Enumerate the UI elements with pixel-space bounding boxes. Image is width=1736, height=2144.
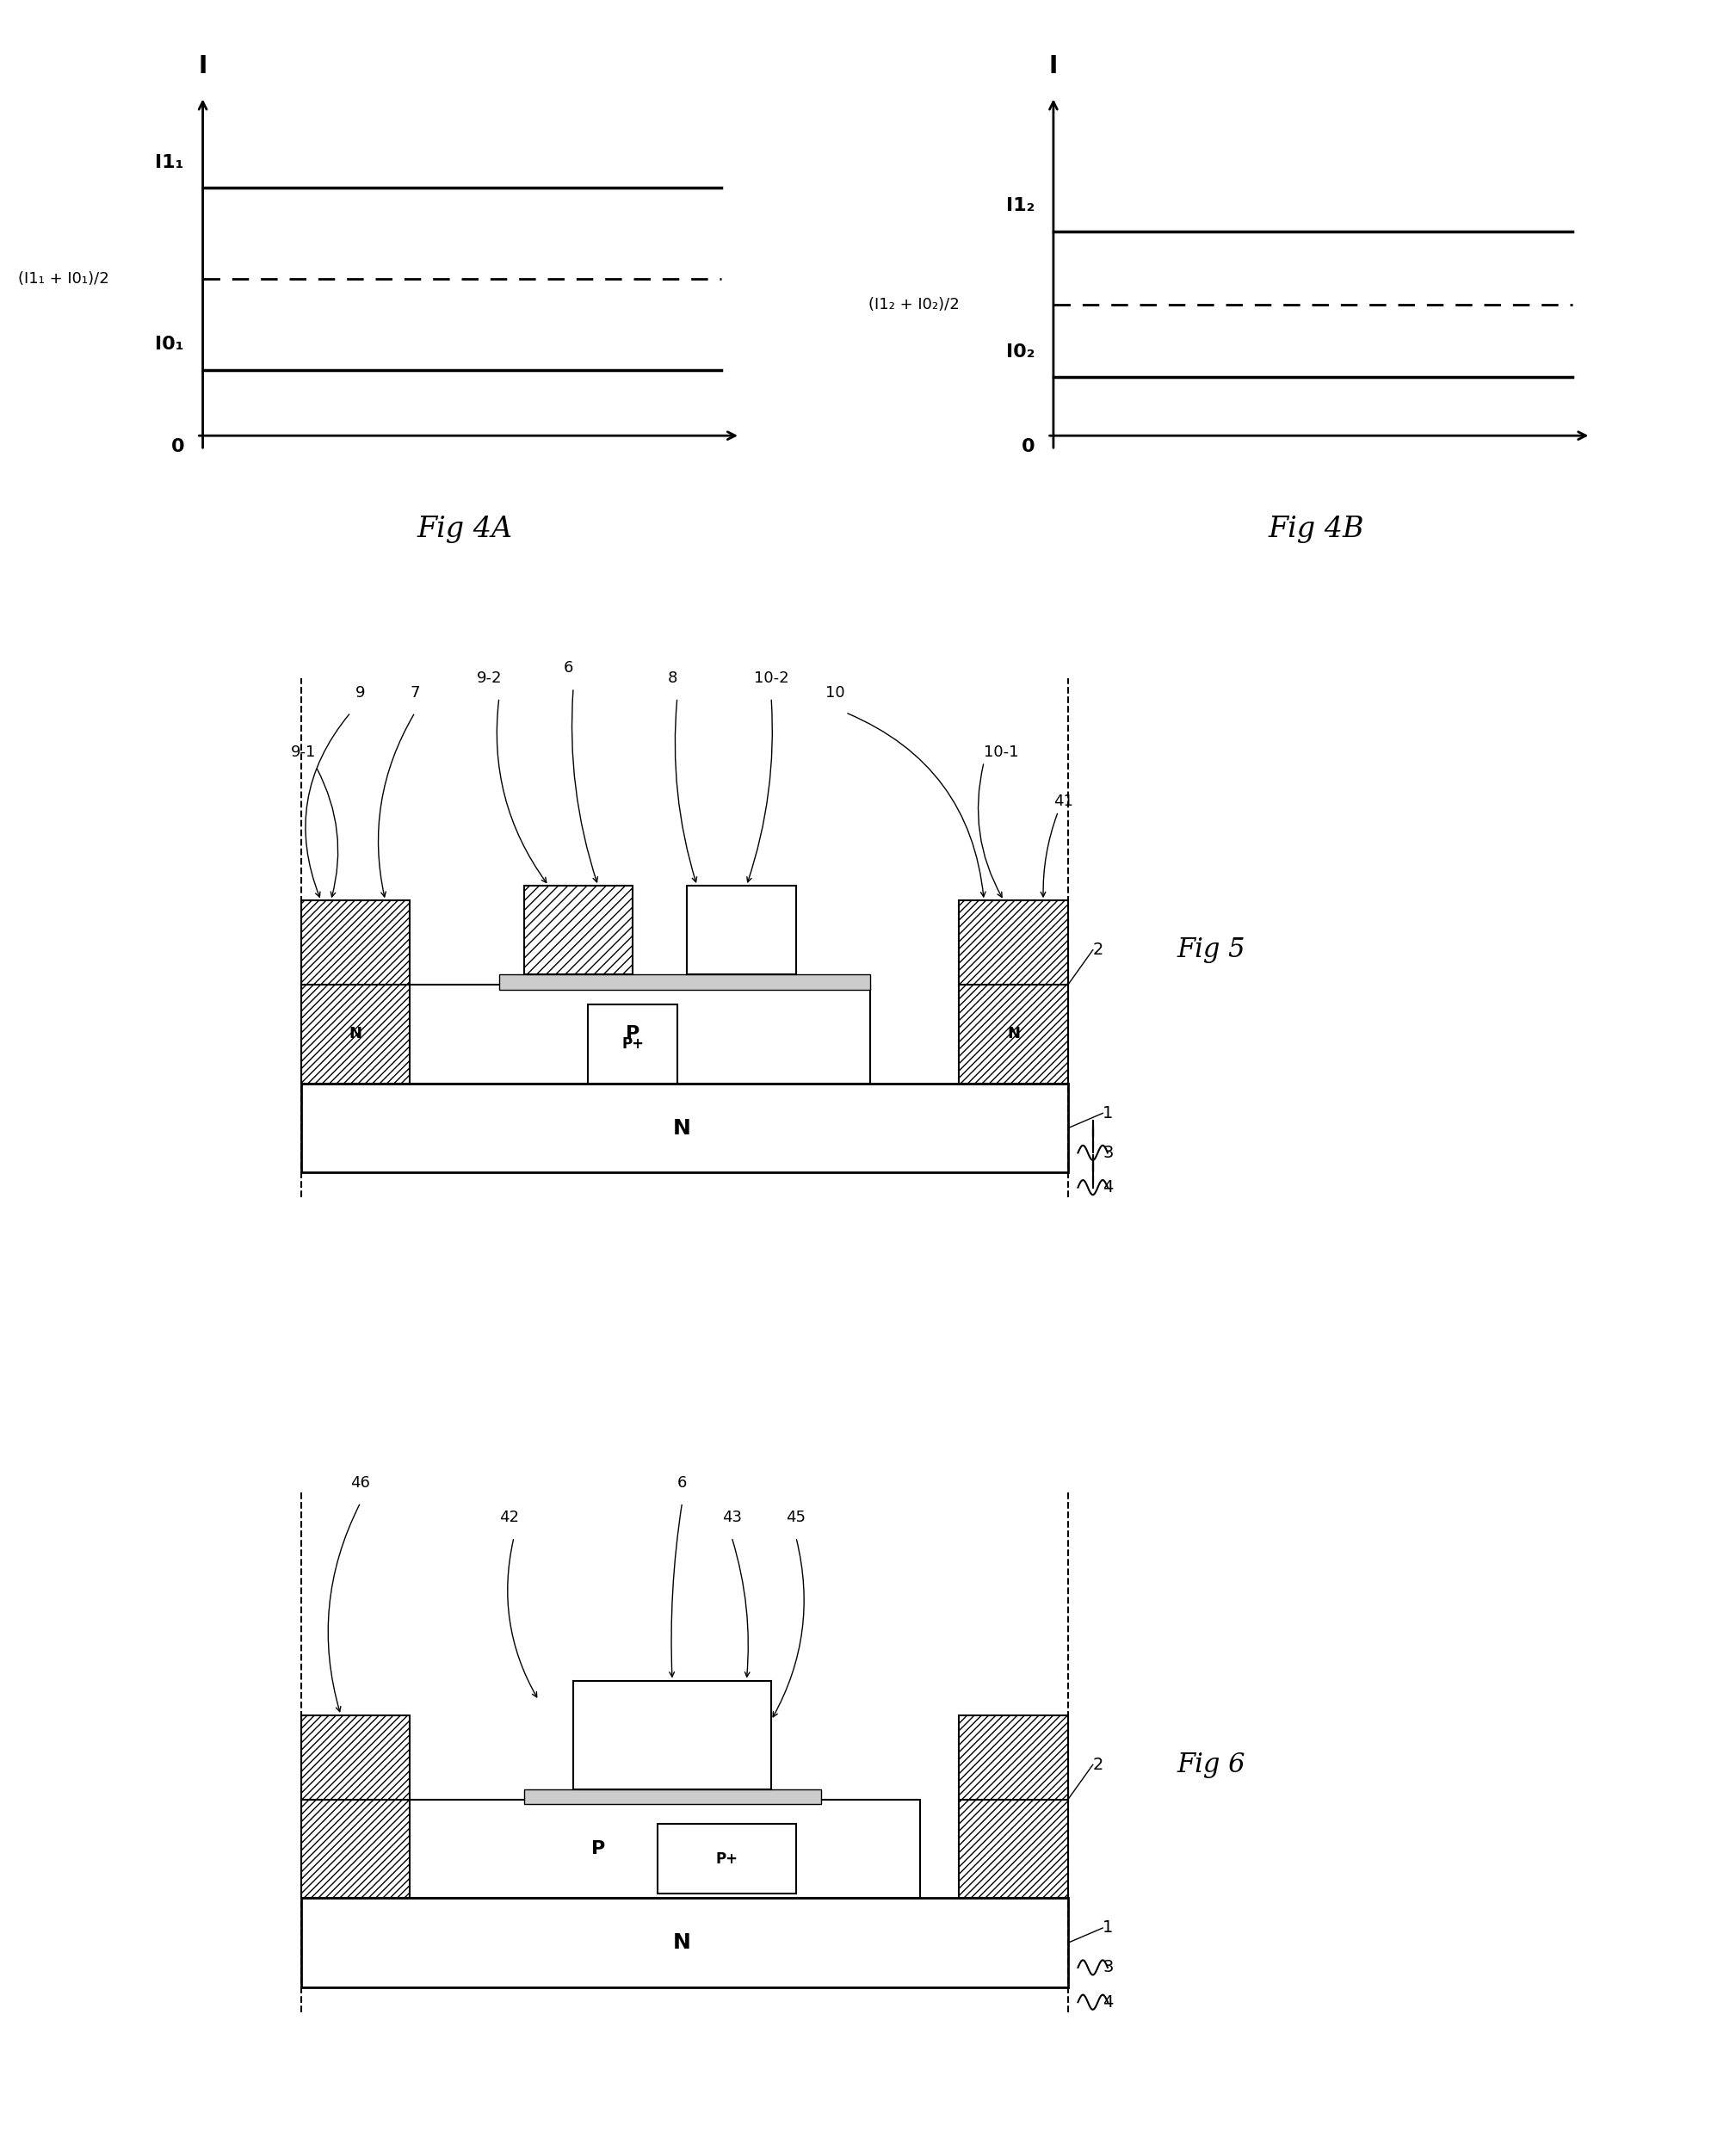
Text: Fig 5: Fig 5 <box>1177 937 1245 963</box>
Text: N: N <box>349 1027 363 1042</box>
Text: 45: 45 <box>786 1509 806 1524</box>
Text: 43: 43 <box>722 1509 741 1524</box>
Text: 10: 10 <box>826 684 845 701</box>
Text: (I1₂ + I0₂)/2: (I1₂ + I0₂)/2 <box>868 296 960 313</box>
Bar <box>960 1799 1068 1897</box>
Bar <box>687 885 797 976</box>
Text: 10-2: 10-2 <box>753 671 788 686</box>
Text: 2: 2 <box>1094 941 1104 958</box>
Bar <box>573 1681 771 1790</box>
Bar <box>658 1825 797 1893</box>
Text: 9: 9 <box>356 684 366 701</box>
Text: 0: 0 <box>1023 437 1035 455</box>
Text: 9-2: 9-2 <box>476 671 502 686</box>
Text: N: N <box>1007 1027 1021 1042</box>
Text: 7: 7 <box>410 684 420 701</box>
Bar <box>300 1799 410 1897</box>
Text: 3: 3 <box>1102 1960 1113 1977</box>
Text: 3: 3 <box>1102 1145 1113 1162</box>
Bar <box>498 976 870 991</box>
Text: P+: P+ <box>715 1850 738 1867</box>
Bar <box>300 900 410 984</box>
Text: P: P <box>625 1025 639 1042</box>
Text: I1₁: I1₁ <box>155 154 184 172</box>
Bar <box>524 1790 821 1805</box>
Text: (I1₁ + I0₁)/2: (I1₁ + I0₁)/2 <box>17 270 109 287</box>
Text: I0₂: I0₂ <box>1005 343 1035 360</box>
Text: 8: 8 <box>667 671 677 686</box>
Bar <box>300 1897 1068 1987</box>
Text: 1: 1 <box>1102 1104 1113 1121</box>
Text: 0: 0 <box>172 437 184 455</box>
Text: N: N <box>674 1117 691 1138</box>
Text: 9-1: 9-1 <box>290 744 316 759</box>
Bar <box>300 1083 1068 1173</box>
Bar <box>399 1799 920 1897</box>
Bar <box>524 885 632 976</box>
Text: 6: 6 <box>677 1475 687 1490</box>
Text: 4: 4 <box>1102 1994 1113 2011</box>
Text: 41: 41 <box>1054 793 1073 808</box>
Text: Fig 4A: Fig 4A <box>417 517 514 542</box>
Text: 46: 46 <box>351 1475 370 1490</box>
Text: P+: P+ <box>621 1036 644 1053</box>
Text: N: N <box>674 1932 691 1953</box>
Bar <box>300 984 410 1083</box>
Text: 4: 4 <box>1102 1179 1113 1196</box>
Text: Fig 4B: Fig 4B <box>1267 517 1364 542</box>
Bar <box>399 984 870 1083</box>
Bar <box>300 1715 410 1799</box>
Text: I: I <box>198 54 207 79</box>
Text: 1: 1 <box>1102 1919 1113 1936</box>
Text: 2: 2 <box>1094 1756 1104 1773</box>
Bar <box>960 1715 1068 1799</box>
Text: 42: 42 <box>498 1509 519 1524</box>
Text: Fig 6: Fig 6 <box>1177 1752 1245 1777</box>
Text: 6: 6 <box>564 660 573 675</box>
Text: P: P <box>590 1840 606 1857</box>
Bar <box>960 984 1068 1083</box>
Text: I1₂: I1₂ <box>1005 197 1035 214</box>
Text: 10-1: 10-1 <box>984 744 1019 759</box>
Text: I: I <box>1049 54 1057 79</box>
Text: I0₁: I0₁ <box>155 337 184 354</box>
Bar <box>589 1003 677 1083</box>
Bar <box>960 900 1068 984</box>
